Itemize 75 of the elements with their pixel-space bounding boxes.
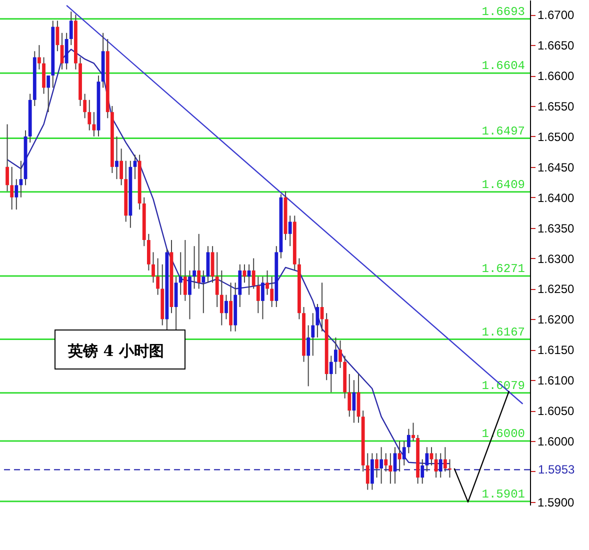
candlestick [438, 452, 442, 478]
candlestick [406, 428, 410, 454]
y-tick-label: 1.6050 [538, 404, 575, 418]
candlestick [366, 452, 370, 490]
candlestick [288, 215, 292, 247]
y-tick-label: 1.6450 [538, 160, 575, 174]
candlestick [115, 136, 118, 180]
candlestick [266, 270, 269, 296]
candlestick [14, 178, 18, 210]
y-tick-label: 1.6100 [538, 374, 575, 388]
candlestick [384, 452, 388, 472]
candlestick [380, 446, 384, 484]
y-tick-label: 1.5900 [538, 495, 575, 510]
candlestick [188, 270, 192, 320]
candlestick [398, 440, 402, 472]
candlestick [178, 252, 182, 296]
candlestick [306, 324, 310, 387]
y-tick-label: 1.6150 [538, 343, 575, 358]
ref-line-label: 1.6167 [482, 325, 525, 340]
candlestick [352, 380, 356, 424]
candlestick [202, 270, 206, 314]
candlestick [388, 452, 392, 484]
candlestick [38, 44, 41, 70]
candlestick [88, 99, 92, 131]
candlestick [120, 148, 124, 186]
candlestick [197, 233, 201, 290]
candlestick [375, 452, 378, 478]
candlestick [334, 336, 338, 375]
candlestick [412, 422, 415, 442]
ref-line-label: 1.5953 [538, 462, 576, 477]
y-tick-label: 1.6350 [538, 221, 575, 236]
candlestick [224, 294, 228, 320]
y-tick-label: 1.6000 [538, 434, 575, 449]
y-tick-label: 1.6500 [538, 130, 575, 144]
candlestick [430, 446, 434, 466]
y-tick-label: 1.6250 [538, 282, 575, 296]
candlestick [261, 276, 264, 320]
ref-line-label: 1.6271 [482, 262, 525, 276]
candlestick [46, 75, 50, 113]
ref-line-label: 1.5901 [482, 487, 525, 502]
y-tick-label: 1.6200 [538, 312, 575, 327]
candlestick [6, 124, 9, 192]
y-tick-label: 1.6400 [538, 190, 575, 205]
y-tick-label: 1.6600 [538, 69, 575, 84]
candlestick [338, 340, 342, 368]
ref-line-label: 1.6497 [482, 124, 525, 138]
ref-line-label: 1.6409 [482, 178, 525, 192]
candlestick [256, 276, 260, 314]
y-tick-label: 1.6300 [538, 252, 575, 266]
candlestick [92, 112, 96, 137]
candlestick [402, 440, 406, 466]
candlestick [425, 446, 429, 472]
candlestick [443, 446, 447, 472]
ref-line-label: 1.6693 [482, 4, 525, 19]
candlestick [156, 258, 160, 296]
y-tick-label: 1.6700 [538, 8, 575, 22]
candlestick [192, 246, 196, 290]
candlestick [215, 252, 219, 308]
y-tick-label: 1.6650 [538, 38, 575, 53]
candlestick [252, 258, 256, 290]
candlestick [348, 374, 352, 418]
y-tick-label: 1.6550 [538, 99, 575, 114]
candlestick [434, 452, 438, 478]
annotation: 英镑 4 小时图 [67, 342, 164, 360]
candlestick [83, 93, 87, 119]
candlestick [311, 312, 315, 356]
candlestick [270, 276, 274, 308]
candlestick [420, 458, 424, 484]
candlestick [152, 252, 155, 284]
candlestick [183, 240, 187, 302]
ref-line-label: 1.6604 [482, 59, 525, 74]
candlestick [69, 11, 73, 46]
candlestick [220, 270, 224, 326]
candlestick [10, 166, 14, 210]
candlestick [329, 355, 333, 393]
